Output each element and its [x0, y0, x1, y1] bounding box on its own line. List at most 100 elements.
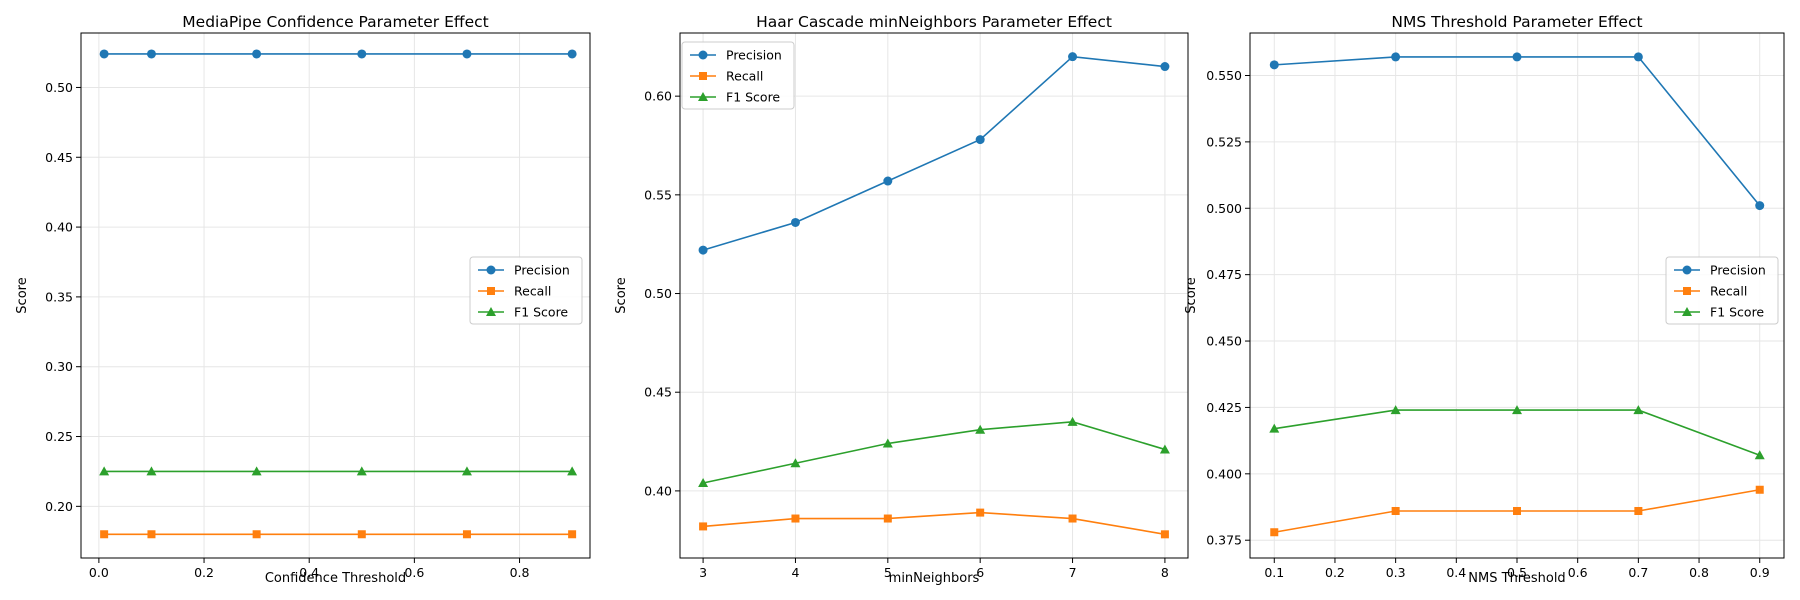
data-point-recall	[1270, 528, 1279, 537]
series-line-f1-score	[702, 421, 1166, 484]
data-point-f1-score	[1512, 405, 1522, 415]
x-tick-label: 5	[884, 565, 892, 580]
legend-swatch-marker	[486, 265, 496, 275]
legend-swatch-marker	[487, 287, 495, 295]
legend-swatch-marker	[698, 50, 708, 60]
data-point-precision	[1755, 201, 1765, 211]
legend-swatch-marker	[486, 307, 496, 316]
y-tick-label: 0.450	[1206, 334, 1242, 349]
legend: Precision Recall F1 Score	[469, 256, 583, 325]
y-tick-label: 0.25	[45, 429, 73, 444]
data-point-f1-score	[251, 466, 262, 476]
data-point-f1-score	[99, 466, 110, 476]
y-tick-label: 0.60	[644, 89, 672, 104]
x-tick-label: 4	[791, 565, 799, 580]
legend: Precision Recall F1 Score	[1665, 256, 1779, 325]
chart-panel-3: 0.1 0.2 0.3 0.4 0.5 0.6 0.7 0.8 0.9 0.375 0.400 0.4…	[1184, 13, 1785, 586]
x-axis-label: NMS Threshold	[1468, 571, 1565, 586]
legend-entry-label: Recall	[514, 284, 551, 299]
data-point-precision	[99, 49, 109, 59]
y-tick-label: 0.475	[1206, 267, 1242, 282]
x-tick-label: 0.4	[1446, 565, 1466, 580]
y-tick-label: 0.20	[45, 499, 73, 514]
data-point-f1-score	[1269, 423, 1280, 433]
legend-box	[681, 41, 795, 110]
data-point-precision	[252, 49, 262, 59]
data-point-recall	[1160, 530, 1169, 539]
data-point-f1-score	[1159, 444, 1170, 454]
data-point-recall	[100, 530, 109, 539]
data-point-f1-score	[356, 466, 367, 476]
data-point-precision	[1269, 60, 1279, 70]
x-tick-label: 0.2	[1325, 565, 1345, 580]
data-point-recall	[1068, 514, 1077, 523]
y-tick-label: 0.425	[1206, 400, 1242, 415]
data-point-precision	[146, 49, 156, 59]
x-tick-label: 6	[976, 565, 984, 580]
plot-frame	[679, 32, 1189, 559]
y-tick-label: 0.550	[1206, 68, 1242, 83]
legend-box	[469, 256, 583, 325]
y-tick-label: 0.35	[45, 289, 73, 304]
legend-entry-label: Recall	[726, 69, 763, 84]
data-point-f1-score	[975, 424, 986, 434]
data-point-recall	[791, 514, 800, 523]
x-tick-label: 8	[1161, 565, 1169, 580]
data-point-precision	[790, 217, 800, 227]
data-point-recall	[699, 522, 708, 531]
data-point-precision	[567, 49, 577, 59]
x-tick-label: 0.9	[1750, 565, 1770, 580]
chart-panel-1: 0.0 0.2 0.4 0.6 0.8 0.20 0.25 0.30 0.35 0.40 0.45 0…	[15, 13, 591, 586]
data-point-recall	[1634, 506, 1643, 515]
legend-entry-label: F1 Score	[1710, 305, 1764, 320]
legend-entry-label: Precision	[1710, 263, 1766, 278]
legend-entry-label: Precision	[514, 263, 570, 278]
legend-swatch-marker	[1683, 287, 1691, 295]
chart-title: NMS Threshold Parameter Effect	[1391, 13, 1642, 31]
series-line-recall	[703, 511, 1166, 536]
series-line-precision	[702, 55, 1165, 251]
data-point-f1-score	[882, 438, 893, 448]
legend-swatch-marker	[1682, 307, 1692, 316]
y-tick-label: 0.30	[45, 359, 73, 374]
data-point-f1-score	[146, 466, 157, 476]
data-point-f1-score	[567, 466, 578, 476]
data-point-precision	[1068, 52, 1078, 62]
y-axis-label: Score	[1184, 277, 1199, 313]
data-point-precision	[357, 49, 367, 59]
y-tick-label: 0.500	[1206, 201, 1242, 216]
x-tick-label: 0.5	[1507, 565, 1527, 580]
chart-panel-2: 3 4 5 6 7 8 0.40 0.45 0.50 0.55 0.60 Haar Cascade m…	[614, 13, 1189, 586]
data-point-f1-score	[1067, 416, 1078, 426]
legend-swatch-marker	[1682, 265, 1692, 275]
legend-entry-label: F1 Score	[514, 305, 568, 320]
data-point-recall	[976, 508, 985, 517]
x-tick-label: 0.6	[404, 565, 424, 580]
y-tick-label: 0.45	[45, 150, 73, 165]
y-tick-label: 0.50	[45, 80, 73, 95]
legend-swatch-marker	[699, 72, 707, 80]
data-point-recall	[462, 530, 471, 539]
x-tick-label: 0.3	[1386, 565, 1406, 580]
x-tick-label: 0.1	[1264, 565, 1284, 580]
data-point-f1-score	[1633, 405, 1644, 415]
y-tick-label: 0.375	[1206, 533, 1242, 548]
data-point-precision	[1633, 52, 1643, 62]
data-point-f1-score	[698, 478, 709, 487]
y-tick-label: 0.400	[1206, 466, 1242, 481]
data-point-recall	[1755, 485, 1764, 494]
data-point-precision	[1512, 52, 1522, 62]
y-tick-label: 0.45	[644, 385, 672, 400]
data-point-recall	[147, 530, 156, 539]
x-tick-label: 0.8	[1689, 565, 1709, 580]
x-tick-label: 0.6	[1568, 565, 1588, 580]
legend: Precision Recall F1 Score	[681, 41, 795, 110]
y-tick-label: 0.40	[45, 220, 73, 235]
y-tick-label: 0.40	[644, 483, 672, 498]
data-point-f1-score	[790, 458, 801, 468]
legend-entry-label: F1 Score	[726, 90, 780, 105]
data-point-f1-score	[461, 466, 472, 476]
data-point-recall	[883, 514, 892, 523]
data-point-recall	[1513, 506, 1521, 515]
